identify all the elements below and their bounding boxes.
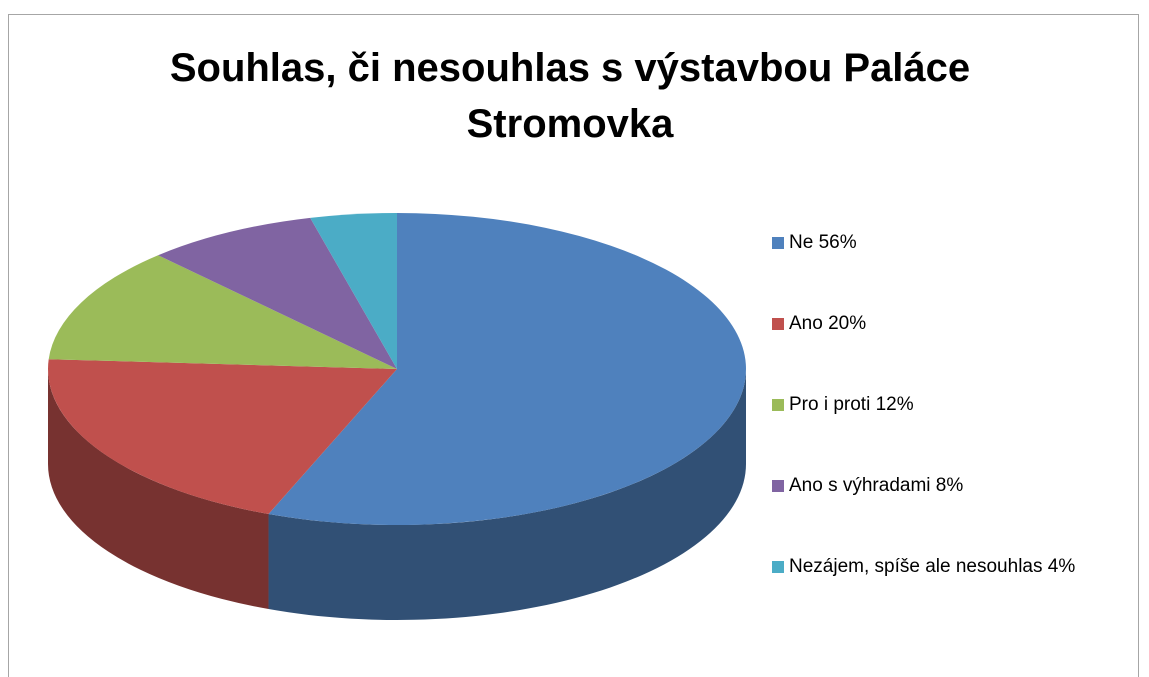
legend-item: Nezájem, spíše ale nesouhlas 4% — [772, 551, 1132, 583]
slice — [47, 359, 397, 515]
chart-title: Souhlas, či nesouhlas s výstavbou Paláce… — [169, 46, 971, 146]
slice-side — [48, 369, 269, 610]
legend-swatch — [772, 237, 784, 249]
slice — [48, 255, 398, 369]
legend-label: Ne 56% — [789, 232, 857, 253]
legend-swatch — [772, 561, 784, 573]
legend-item: Ne 56% — [772, 227, 1132, 259]
slice — [310, 213, 397, 369]
legend-item: Ano s výhradami 8% — [772, 470, 1132, 502]
chart-frame — [8, 14, 1139, 677]
legend-label: Ano s výhradami 8% — [789, 475, 964, 496]
legend-swatch — [772, 480, 784, 492]
slice — [158, 217, 397, 369]
legend-item: Pro i proti 12% — [772, 389, 1132, 421]
legend-label: Pro i proti 12% — [789, 394, 914, 415]
slice-side — [268, 369, 746, 620]
legend-item: Ano 20% — [772, 308, 1132, 340]
legend-swatch — [772, 318, 784, 330]
legend-label: Ano 20% — [789, 313, 867, 334]
legend-label: Nezájem, spíše ale nesouhlas 4% — [789, 556, 1076, 577]
legend-swatch — [772, 399, 784, 411]
slice — [268, 213, 746, 525]
